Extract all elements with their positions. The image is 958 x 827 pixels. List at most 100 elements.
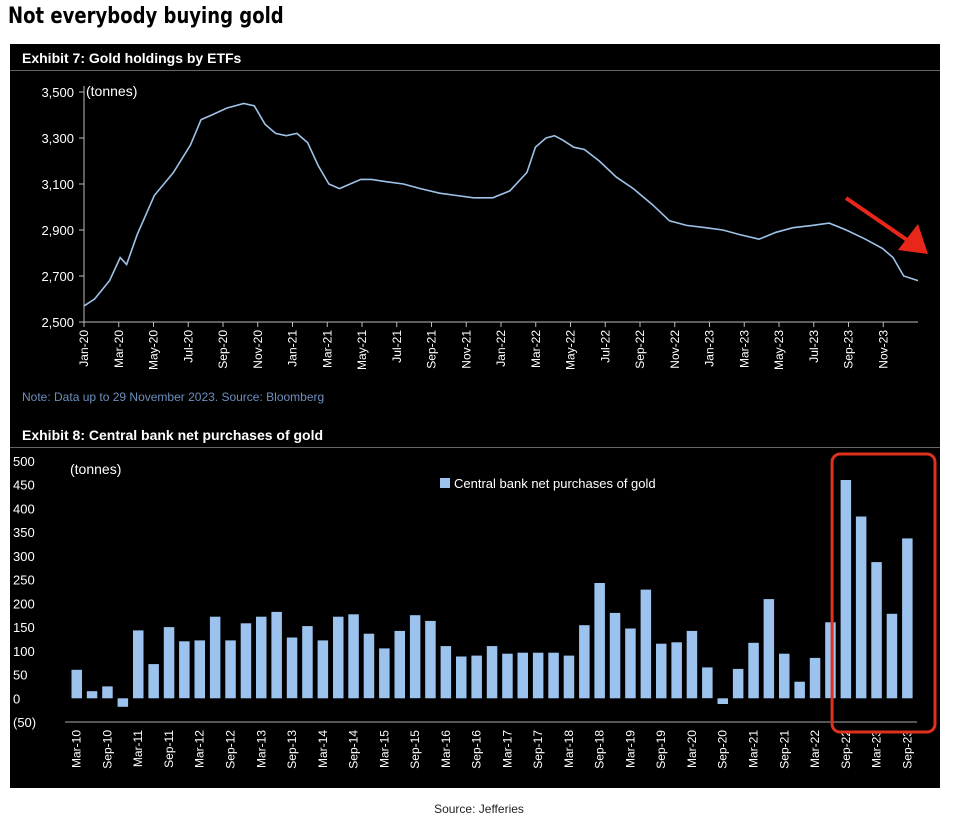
x-tick-label: Jan-23 [703,330,717,367]
x-tick-label: Sep-19 [654,730,668,769]
x-tick-label: Mar-21 [746,730,760,768]
bar-Dec-16 [486,646,498,699]
bar-Sep-20 [717,698,728,704]
bar-Mar-10 [71,669,82,699]
bar-Jun-13 [271,611,282,699]
y-tick-label: 250 [13,573,35,588]
x-tick-label: Sep-16 [470,730,484,769]
x-tick-label: Sep-11 [162,730,176,768]
y-unit-label: (tonnes) [86,83,137,99]
x-tick-label: Mar-22 [808,730,822,768]
bar-Sep-17 [532,652,544,699]
arrow-shaft [844,196,912,244]
bar-Jun-20 [702,667,713,699]
x-tick-label: Mar-16 [439,730,453,768]
legend-swatch [440,478,450,488]
bar-Sep-18 [594,583,605,699]
chart-panel: Exhibit 7: Gold holdings by ETFs Note: D… [10,44,940,788]
bar-Dec-17 [548,652,559,699]
bar-Jun-21 [763,599,775,699]
x-tick-label: Mar-23 [870,730,884,768]
bar-Dec-10 [117,698,129,707]
bar-Jun-16 [456,656,467,699]
bar-Mar-11 [133,630,144,699]
x-tick-label: Jul-21 [390,330,404,363]
x-tick-label: Nov-23 [876,330,890,369]
etf-holdings-series-line [83,102,919,307]
central-bank-bar-chart: (50) 0 50 100 150 200 250 300 350 400 450 500 (tonne… [13,452,937,769]
x-tick-label: Mar-13 [254,730,268,768]
x-tick-label: Sep-15 [408,730,422,769]
bar-Mar-22 [809,657,821,699]
x-tick-label: Jul-22 [598,330,612,363]
bar-Dec-18 [609,612,621,699]
x-tick-label: Sep-20 [216,330,230,369]
bar-Mar-14 [317,640,329,699]
x-tick-label: Sep-21 [425,330,439,369]
x-tick-label: Mar-17 [500,730,514,768]
x-tick-label: Sep-12 [224,730,238,769]
y-tick-label: 200 [13,596,35,611]
x-tick-label: Sep-13 [285,730,299,769]
y-tick-label: 2,900 [41,223,74,238]
x-tick-label: Jul-23 [807,330,821,363]
etf-holdings-line-chart: 2,500 2,700 2,900 3,100 3,300 3,500 (tonnes) Ja… [41,83,928,370]
bar-Sep-11 [163,627,175,699]
bar-Jun-14 [333,616,344,699]
bar-Mar-19 [625,628,636,699]
x-tick-label: Jan-20 [77,330,91,367]
y-tick-label: 2,500 [41,315,74,330]
exhibit-7-title: Exhibit 7: Gold holdings by ETFs [22,50,242,66]
bar-Mar-15 [379,648,390,699]
bar-Mar-17 [502,653,513,699]
x-tick-label: Mar-20 [112,330,126,368]
x-tick-label: Mar-11 [131,730,145,767]
y-tick-label: 3,300 [41,131,74,146]
x-tick-label: Mar-22 [529,330,543,368]
y-unit-label: (tonnes) [70,461,121,477]
arrow-head [898,224,928,254]
x-tick-label: May-23 [772,330,786,370]
x-tick-label: Mar-23 [737,330,751,368]
bar-Mar-23 [871,562,882,699]
bar-Sep-21 [779,653,790,699]
y-tick-label: (50) [13,715,36,730]
bar-Dec-21 [794,681,805,699]
y-tick-label: 350 [13,525,35,540]
bar-Sep-10 [102,686,113,699]
x-tick-label: Nov-21 [459,330,473,369]
bar-Mar-16 [440,646,452,699]
bar-Dec-19 [671,642,682,699]
bar-Mar-12 [194,640,205,699]
y-tick-label: 100 [13,644,35,659]
x-tick-label: Mar-21 [320,330,334,368]
x-tick-label: Sep-10 [100,730,114,769]
bar-Jun-15 [394,630,405,699]
y-tick-label: 400 [13,501,35,516]
x-tick-label: May-20 [147,330,161,370]
x-tick-label: Sep-20 [716,730,730,769]
x-tick-label: Mar-15 [377,730,391,768]
source-note: Source: Jefferies [434,802,524,816]
exhibit-7-note: Note: Data up to 29 November 2023. Sourc… [22,390,325,404]
y-tick-label: 2,700 [41,269,74,284]
bar-Mar-13 [256,616,267,699]
bar-Jun-12 [209,616,221,699]
bar-Dec-14 [363,633,375,699]
exhibit-7-separator [10,70,940,71]
x-tick-label: Sep-22 [839,730,853,769]
bar-Jun-23 [886,613,898,699]
bar-Jun-11 [148,664,159,699]
x-tick-label: Mar-19 [623,730,637,768]
bar-Jun-22 [825,622,836,699]
x-tick-label: Nov-22 [668,330,682,369]
bar-Dec-13 [302,626,313,699]
y-tick-label: 3,100 [41,177,74,192]
x-tick-label: Sep-23 [842,330,856,369]
y-tick-label: 450 [13,478,35,493]
x-tick-label: Sep-18 [593,730,607,769]
bar-Sep-13 [286,637,298,699]
y-tick-label: 300 [13,549,35,564]
bar-Sep-19 [656,643,667,699]
y-tick-label: 3,500 [41,85,74,100]
